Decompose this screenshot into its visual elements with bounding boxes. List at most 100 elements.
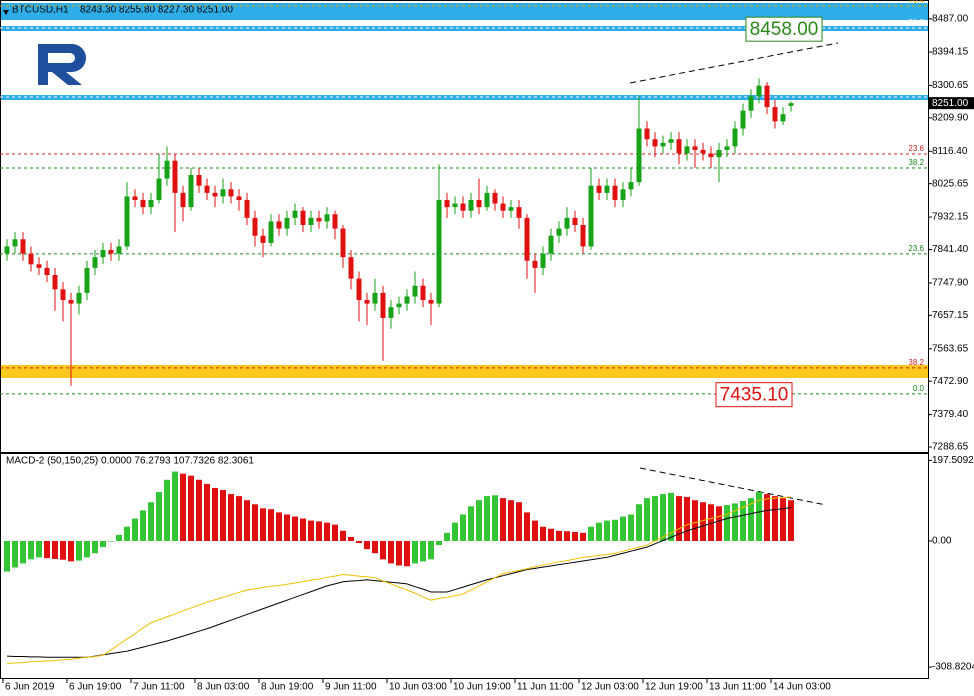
macd-bar xyxy=(92,540,98,554)
macd-bar xyxy=(756,492,762,541)
candle-body xyxy=(372,292,378,304)
x-tick-label: 9 Jun 11:00 xyxy=(325,682,377,693)
macd-bar xyxy=(60,540,66,560)
candle-body xyxy=(516,207,522,218)
macd-bar xyxy=(748,498,754,541)
macd-bar xyxy=(180,473,186,541)
macd-bar xyxy=(476,500,482,541)
candle-body xyxy=(692,146,698,150)
candle-body xyxy=(324,214,330,222)
macd-bar xyxy=(404,540,410,567)
last-price-box xyxy=(929,97,974,110)
candle-body xyxy=(52,275,58,290)
y-tick-label: 8300.65 xyxy=(932,80,969,91)
candle-body xyxy=(4,246,10,254)
x-tick-label: 6 Jun 2019 xyxy=(5,682,55,693)
candle-body xyxy=(212,192,218,197)
fib-label: 23.6 xyxy=(908,244,924,253)
main-panel-frame xyxy=(0,0,929,453)
macd-bar xyxy=(516,502,522,541)
fib-label: 61.8 xyxy=(908,18,924,27)
candle-body xyxy=(620,189,626,200)
candle-body xyxy=(148,199,154,208)
macd-bar xyxy=(340,530,346,541)
macd-bar xyxy=(212,487,218,541)
macd-bar xyxy=(484,496,490,541)
candle-body xyxy=(20,239,26,254)
trend-line xyxy=(629,42,839,84)
macd-bar xyxy=(444,532,450,541)
macd-line xyxy=(6,507,792,658)
candle-body xyxy=(684,146,690,154)
macd-bar xyxy=(700,502,706,541)
candle-body xyxy=(772,107,778,122)
price-box-label: 7435.10 xyxy=(720,385,789,406)
candle-body xyxy=(116,246,122,254)
macd-bar xyxy=(348,536,354,541)
candle-body xyxy=(340,228,346,258)
macd-bar xyxy=(780,498,786,541)
candle-body xyxy=(420,285,426,301)
x-tick-label: 11 Jun 11:00 xyxy=(517,682,574,693)
candle-body xyxy=(484,192,490,208)
candle-body xyxy=(268,221,274,243)
candle-body xyxy=(644,128,650,140)
y-tick-label: 7379.40 xyxy=(932,409,969,420)
candle-body xyxy=(588,185,594,247)
macd-bar xyxy=(572,532,578,541)
candle-body xyxy=(236,196,242,200)
macd-bar xyxy=(356,540,362,544)
candle-body xyxy=(532,260,538,268)
candle-body xyxy=(700,149,706,154)
candle-body xyxy=(124,196,130,247)
macd-bar xyxy=(124,526,130,541)
macd-bar xyxy=(708,504,714,541)
fib-label: 76.4 xyxy=(908,0,924,5)
x-tick-label: 13 Jun 11:00 xyxy=(709,682,767,693)
candle-body xyxy=(252,217,258,236)
x-tick-label: 8 Jun 19:00 xyxy=(261,682,314,693)
candle-body xyxy=(100,250,106,258)
candle-body xyxy=(716,149,722,158)
y-tick-label: 7747.90 xyxy=(932,278,969,289)
macd-bar xyxy=(556,530,562,541)
candle-body xyxy=(468,199,474,211)
candle-body xyxy=(564,217,570,229)
logo xyxy=(38,44,86,85)
x-tick-label: 7 Jun 11:00 xyxy=(133,682,185,693)
candle-body xyxy=(220,189,226,197)
macd-bar xyxy=(100,540,106,548)
macd-bar xyxy=(308,520,314,541)
macd-bar xyxy=(660,494,666,541)
candle-body xyxy=(436,199,442,304)
y-tick-label: 8487.00 xyxy=(932,13,969,24)
header-icon xyxy=(3,10,9,15)
macd-bar xyxy=(388,540,394,564)
candle-body xyxy=(788,103,794,106)
macd-bar xyxy=(612,519,618,541)
macd-bar xyxy=(20,540,26,564)
macd-bar xyxy=(4,540,10,572)
fib-label: 38.2 xyxy=(908,158,924,167)
candle-body xyxy=(460,203,466,211)
macd-bar xyxy=(196,479,202,541)
macd-bar xyxy=(164,479,170,541)
macd-bar xyxy=(564,531,570,541)
candle-body xyxy=(36,264,42,268)
macd-line xyxy=(6,496,792,664)
candle-body xyxy=(388,307,394,318)
y-tick-label: 7841.40 xyxy=(932,244,969,255)
candle-body xyxy=(244,199,250,218)
candle-body xyxy=(308,217,314,225)
macd-bar xyxy=(188,475,194,541)
macd-bar xyxy=(172,471,178,541)
candle-body xyxy=(724,146,730,150)
candle-body xyxy=(412,285,418,297)
macd-bar xyxy=(276,512,282,541)
candle-body xyxy=(444,199,450,208)
macd-panel-frame xyxy=(0,453,929,679)
macd-bar xyxy=(460,514,466,541)
candle-body xyxy=(596,185,602,193)
blue-band xyxy=(0,3,928,20)
